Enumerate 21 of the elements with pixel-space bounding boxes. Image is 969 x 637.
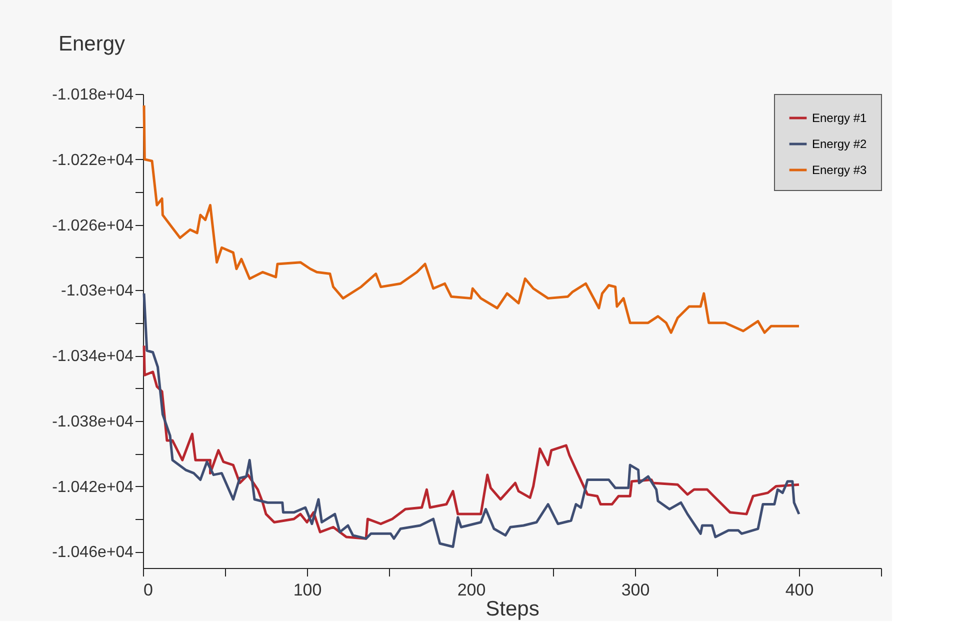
x-tick-label: 400	[785, 580, 814, 600]
x-tick-label: 200	[457, 580, 486, 600]
y-tick-label: -1.026e+04	[52, 217, 134, 234]
line-series	[142, 344, 800, 540]
x-axis-title: Steps	[486, 598, 540, 620]
x-tick-label: 0	[144, 580, 153, 600]
y-tick-label: -1.046e+04	[52, 544, 134, 562]
y-tick-label: -1.018e+04	[52, 86, 134, 104]
y-tick-label: -1.042e+04	[52, 478, 134, 496]
legend-label: Energy #3	[812, 163, 868, 177]
line-series	[142, 292, 800, 548]
x-tick-label: 100	[293, 580, 322, 600]
legend-label: Energy #2	[812, 137, 868, 151]
y-tick-label: -1.034e+04	[52, 348, 134, 366]
y-tick-label: -1.038e+04	[52, 413, 134, 430]
legend-label: Energy #1	[812, 111, 868, 125]
y-tick-label: -1.022e+04	[52, 152, 134, 169]
y-axis-title: Energy	[58, 32, 126, 56]
line-series	[142, 104, 800, 334]
y-tick-label: -1.03e+04	[60, 282, 134, 300]
x-tick-label: 300	[621, 580, 650, 600]
